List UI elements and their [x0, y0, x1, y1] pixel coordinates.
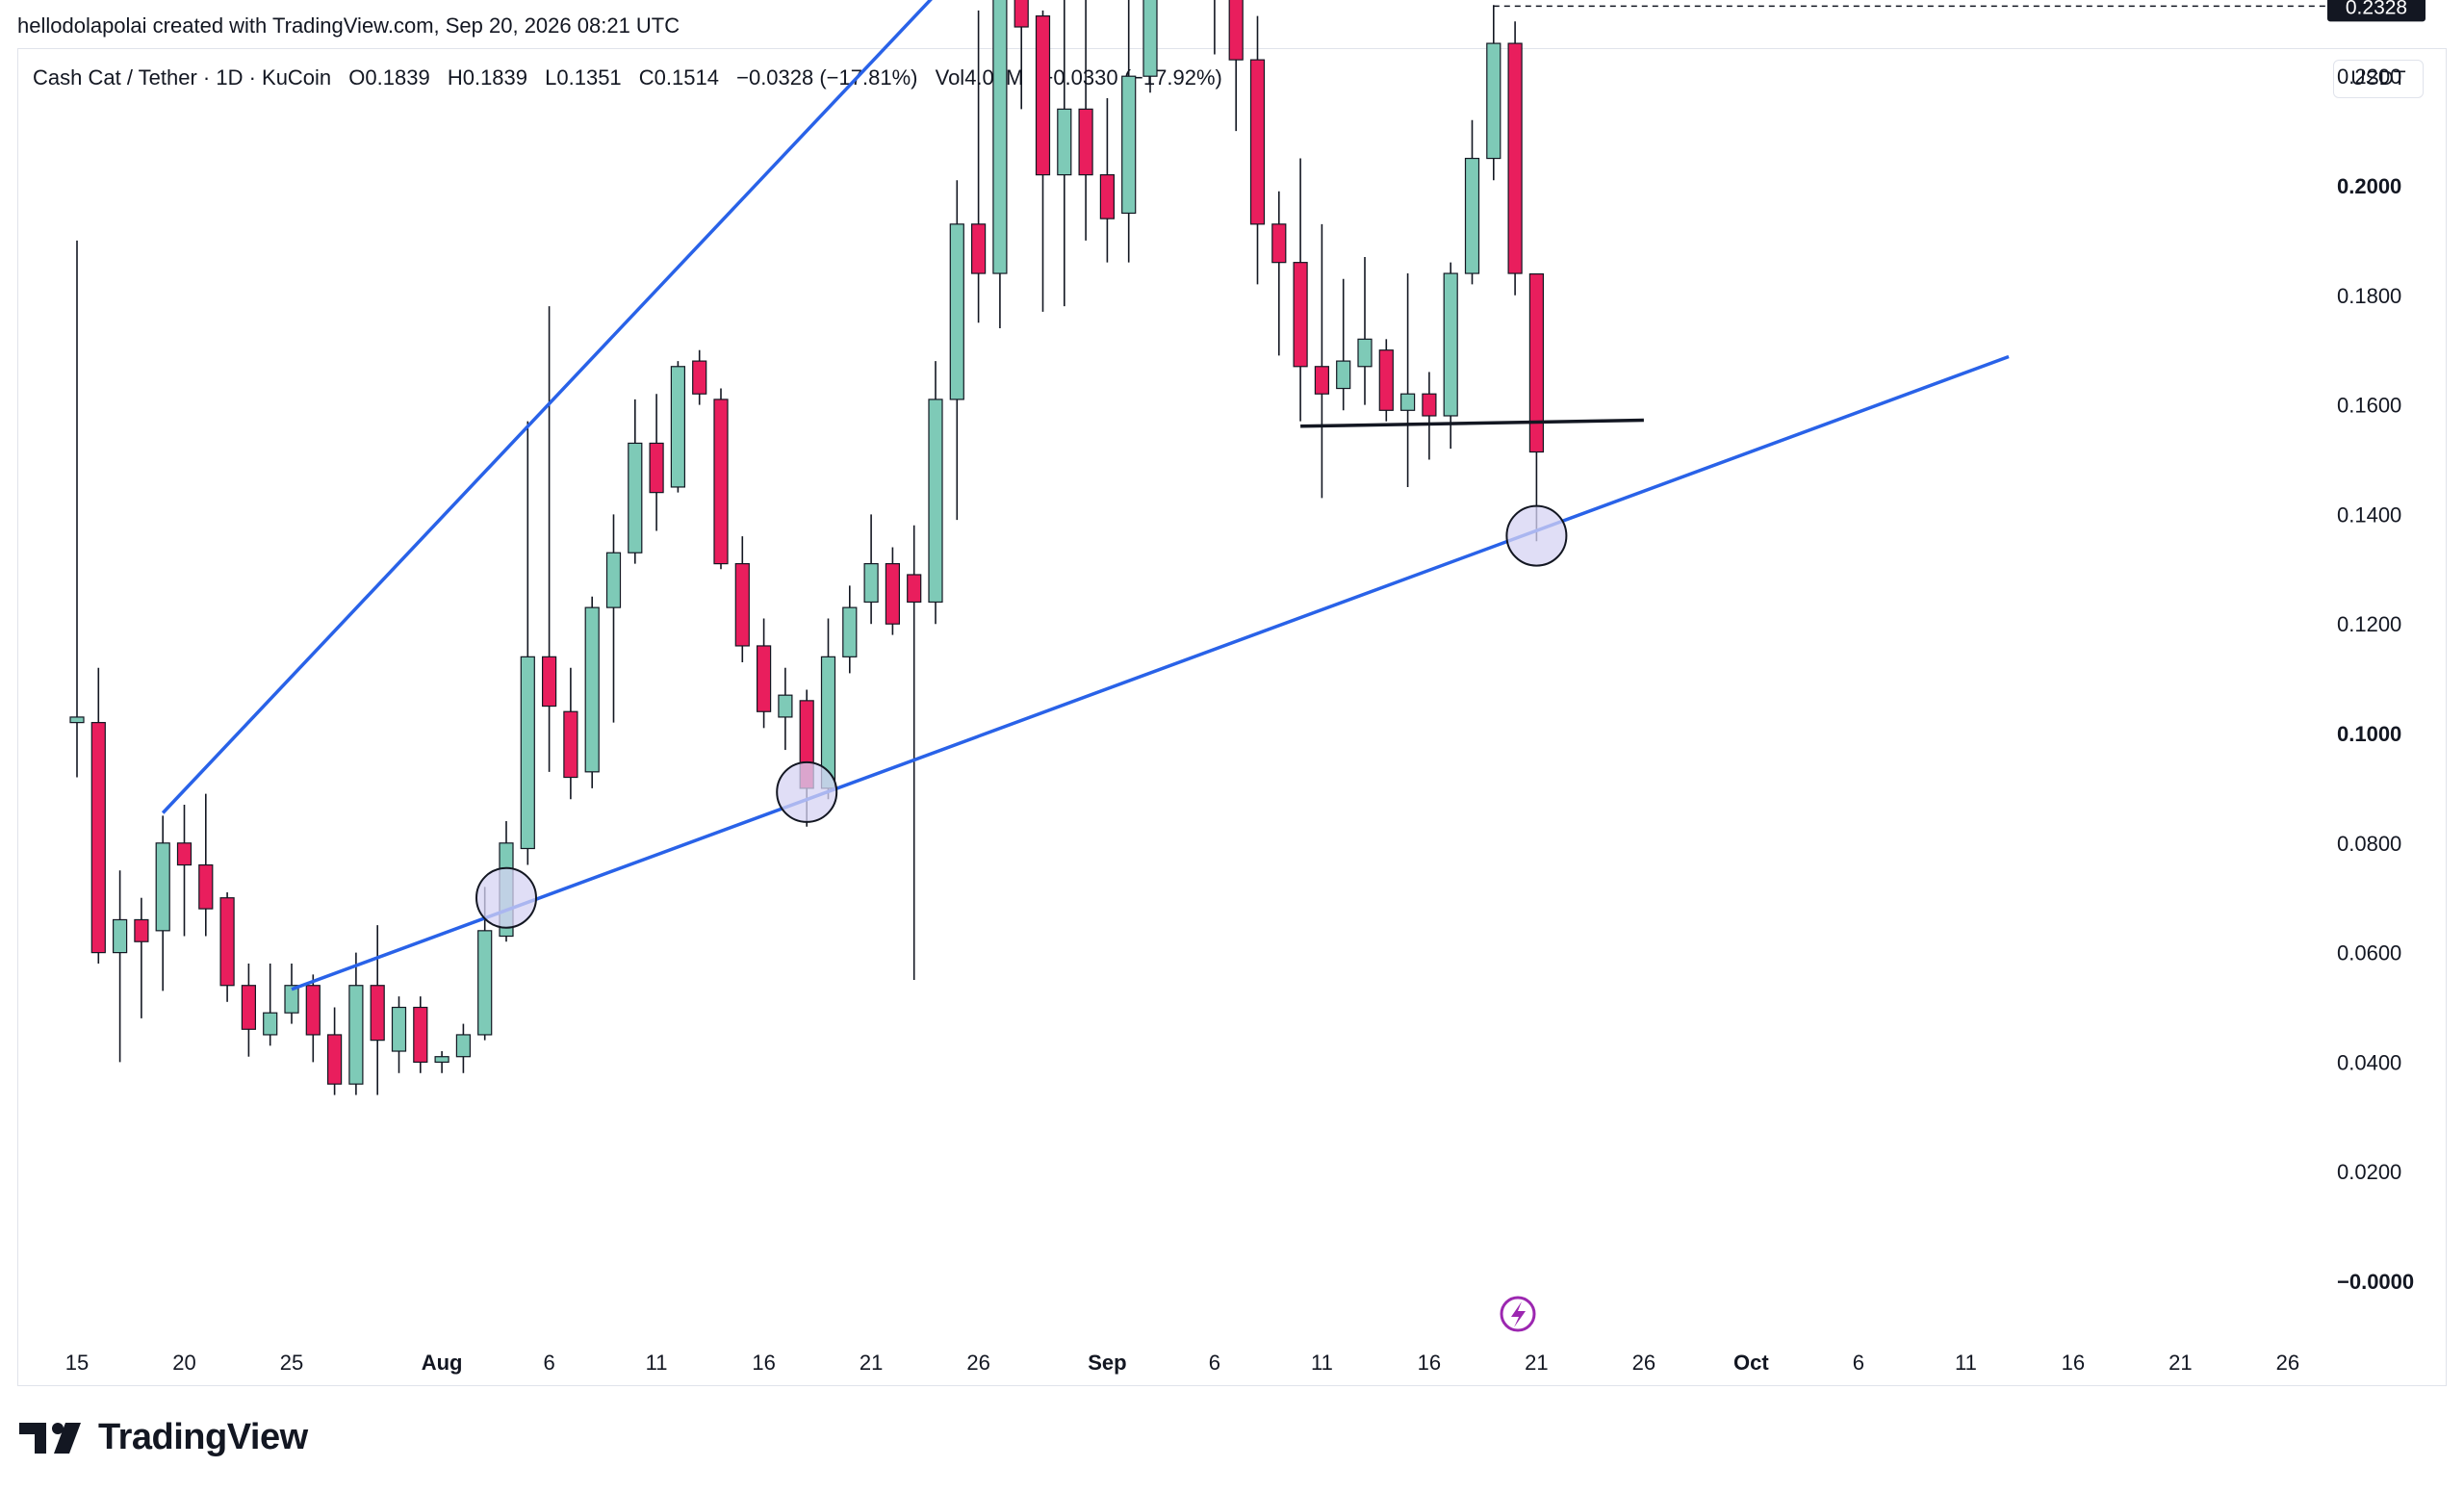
ohlc-legend: Cash Cat / Tether · 1D · KuCoin O0.1839 … [33, 65, 1234, 90]
low-value: L0.1351 [545, 65, 622, 90]
brand-name: TradingView [98, 1417, 308, 1457]
volume-change-value: −0.0330 (−17.92%) [1040, 65, 1222, 90]
tradingview-logo: TradingView [19, 1417, 308, 1458]
candle [1214, 0, 1216, 55]
change-value: −0.0328 (−17.81%) [736, 65, 918, 90]
tradingview-mark-icon [19, 1422, 81, 1454]
candle-body [1014, 0, 1029, 28]
high-value: H0.1839 [447, 65, 528, 90]
price-level-lines: 0.29530.2328 [1493, 0, 2426, 22]
currency-button[interactable]: USDT [2333, 60, 2424, 98]
symbol-label[interactable]: Cash Cat / Tether · 1D · KuCoin [33, 65, 332, 90]
price-level-label: 0.2328 [2346, 0, 2407, 18]
header-attribution: hellodolapolai created with TradingView.… [17, 13, 680, 38]
open-value: O0.1839 [348, 65, 430, 90]
volume-value: Vol4.01M [935, 65, 1024, 90]
close-value: C0.1514 [638, 65, 719, 90]
chart-frame [17, 48, 2447, 1386]
price-level-badge [2327, 0, 2426, 22]
